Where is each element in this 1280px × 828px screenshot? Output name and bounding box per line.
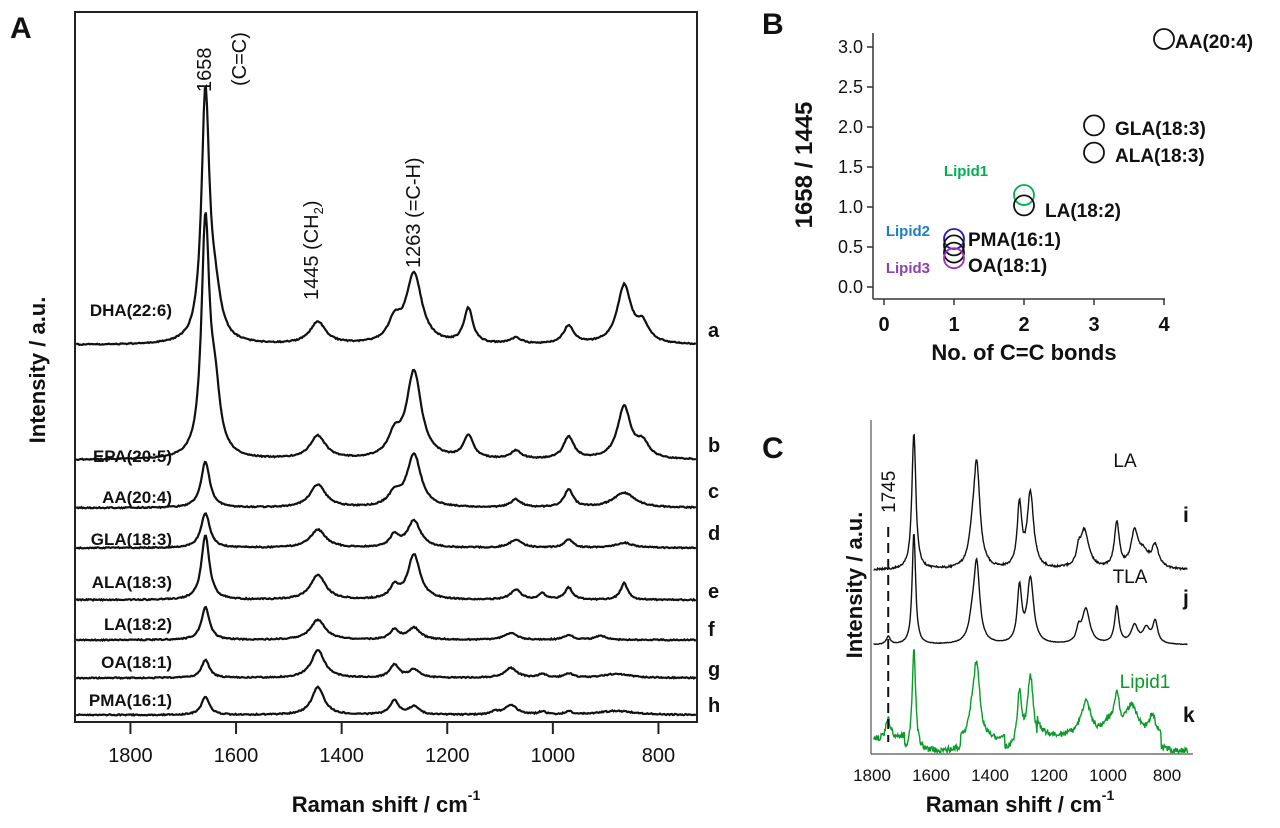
point-label: Lipid2 xyxy=(886,223,930,240)
x-tick-label: 2 xyxy=(1018,314,1029,336)
series-letter-label: k xyxy=(1183,704,1195,727)
x-tick-label: 1200 xyxy=(425,745,470,767)
series-name-label: AA(20:4) xyxy=(102,488,172,507)
series-name-label: OA(18:1) xyxy=(101,653,172,672)
panel-a-xlabel: Raman shift / cm-1 xyxy=(292,787,481,817)
panel-b-chart: 0 1 2 3 4 0.0 0.5 1.0 1.5 2.0 2.5 3.0 AA(20:4) GLA(1… xyxy=(791,28,1253,365)
series-name-label: DHA(22:6) xyxy=(90,301,172,320)
panel-label-b: B xyxy=(762,8,784,41)
panel-c-ylabel: Intensity / a.u. xyxy=(842,512,867,659)
point-label: Lipid1 xyxy=(944,163,988,180)
series-letter-label: j xyxy=(1182,587,1189,610)
x-tick-label: 1600 xyxy=(912,766,950,785)
x-tick-label: 1 xyxy=(948,314,959,336)
series-name-label: GLA(18:3) xyxy=(91,530,172,549)
x-tick-label: 1800 xyxy=(853,766,891,785)
point-label: PMA(16:1) xyxy=(968,230,1061,251)
data-point xyxy=(943,234,965,257)
spectrum-h xyxy=(75,685,697,717)
point-label: GLA(18:3) xyxy=(1115,119,1206,140)
point-label: OA(18:1) xyxy=(968,256,1047,277)
annotation-1263: 1263 (=C-H) xyxy=(403,157,425,268)
y-tick-label: 3.0 xyxy=(838,37,863,57)
point-label: Lipid3 xyxy=(886,260,930,277)
data-point xyxy=(1083,114,1105,137)
x-tick-label: 1000 xyxy=(1089,766,1127,785)
spectrum-b xyxy=(75,212,697,462)
y-tick-label: 1.0 xyxy=(838,197,863,217)
data-point xyxy=(943,247,965,270)
y-tick-label: 2.5 xyxy=(838,77,863,97)
x-tick-label: 3 xyxy=(1088,314,1099,336)
series-letter-label: c xyxy=(708,481,719,503)
data-point xyxy=(1013,184,1035,206)
x-tick-label: 800 xyxy=(1153,766,1181,785)
series-name-label: EPA(20:5) xyxy=(93,447,172,466)
series-letter-label: b xyxy=(708,435,720,457)
spectrum-d xyxy=(75,512,697,550)
y-tick-label: 1.5 xyxy=(838,157,863,177)
x-tick-label: 1400 xyxy=(971,766,1009,785)
x-tick-label: 1600 xyxy=(214,745,259,767)
panel-label-c: C xyxy=(762,432,784,465)
point-label: AA(20:4) xyxy=(1175,32,1253,53)
series-letter-label: g xyxy=(708,659,720,681)
panel-c-xlabel: Raman shift / cm-1 xyxy=(926,787,1115,817)
spectrum-f xyxy=(75,605,697,642)
x-tick-label: 1800 xyxy=(108,745,153,767)
spectrum-k xyxy=(872,649,1189,755)
panel-a-frame xyxy=(74,11,698,723)
panel-a-ylabel: Intensity / a.u. xyxy=(25,297,50,444)
series-letter-label: e xyxy=(708,581,719,603)
x-tick-label: 0 xyxy=(878,314,889,336)
series-letter-label: a xyxy=(708,320,720,342)
marker-label-1745: 1745 xyxy=(879,471,900,513)
annotation-1445: 1445 (CH2) xyxy=(301,200,326,300)
series-letter-label: i xyxy=(1183,504,1189,527)
series-name-label: ALA(18:3) xyxy=(92,573,172,592)
series-letter-label: h xyxy=(708,695,720,717)
spectrum-e xyxy=(75,534,697,602)
series-name-label: LA xyxy=(1113,451,1137,472)
panel-a-chart: 1800 1600 1400 1200 1000 800 DHA(22:6) a EPA(20… xyxy=(25,11,720,817)
series-name-label: PMA(16:1) xyxy=(89,691,172,710)
spectrum-c xyxy=(75,452,697,510)
spectrum-i xyxy=(873,433,1188,572)
y-tick-label: 0.0 xyxy=(838,277,863,297)
series-letter-label: d xyxy=(708,523,720,545)
spectrum-j xyxy=(873,534,1188,646)
annotation-1658: 1658 xyxy=(194,48,216,93)
data-point xyxy=(943,241,965,264)
panel-c-chart: 1800 1600 1400 1200 1000 800 LA i TLA j Lipid1 k 1… xyxy=(842,420,1195,817)
spectrum-g xyxy=(75,648,697,680)
data-point xyxy=(1083,141,1105,164)
data-point xyxy=(1153,28,1175,50)
data-point xyxy=(1013,194,1035,217)
panel-b-ylabel: 1658 / 1445 xyxy=(791,102,818,229)
x-tick-label: 1400 xyxy=(319,745,364,767)
point-label: ALA(18:3) xyxy=(1115,146,1205,167)
series-name-label: TLA xyxy=(1113,567,1148,588)
x-tick-label: 1000 xyxy=(531,745,576,767)
x-tick-label: 4 xyxy=(1158,314,1170,336)
panel-b-xlabel: No. of C=C bonds xyxy=(931,340,1116,365)
spectrum-a xyxy=(75,83,697,347)
series-name-label: Lipid1 xyxy=(1120,672,1171,693)
x-tick-label: 800 xyxy=(642,745,675,767)
point-label: LA(18:2) xyxy=(1045,201,1121,222)
series-name-label: LA(18:2) xyxy=(104,615,172,634)
series-letter-label: f xyxy=(708,619,715,641)
panel-label-a: A xyxy=(10,12,32,45)
annotation-cc: (C=C) xyxy=(229,32,251,86)
x-tick-label: 1200 xyxy=(1030,766,1068,785)
y-tick-label: 2.0 xyxy=(838,117,863,137)
y-tick-label: 0.5 xyxy=(838,237,863,257)
